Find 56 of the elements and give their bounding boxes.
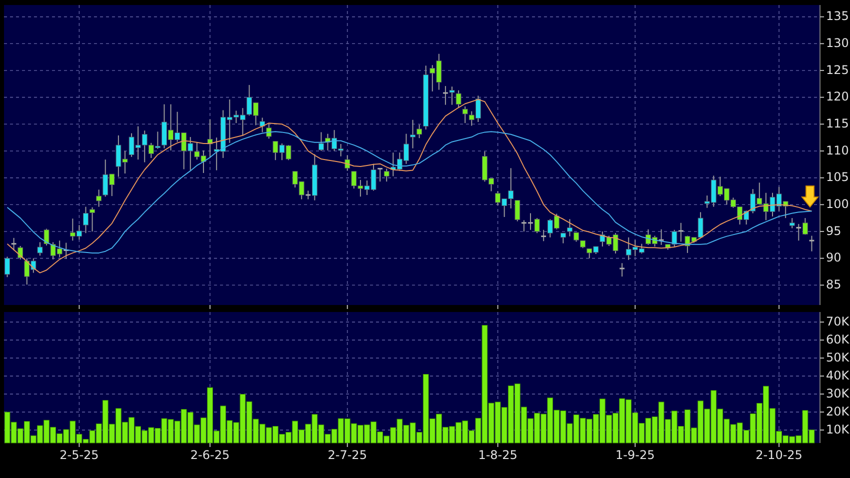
x-tick-label: 2-6-25: [190, 448, 230, 462]
x-tick-label: 1-9-25: [616, 448, 655, 462]
candlestick: [10, 237, 18, 251]
candlestick: [266, 124, 272, 140]
candlestick: [456, 90, 462, 109]
y-tick-label: 110: [826, 143, 849, 158]
y-tick-label: 50K: [826, 350, 850, 364]
y-tick-label: 60K: [826, 332, 850, 346]
candlestick: [442, 86, 449, 106]
candlestick: [789, 218, 795, 229]
candlestick: [449, 86, 455, 106]
candlestick: [618, 262, 626, 278]
candlestick: [560, 232, 566, 244]
candlestick: [795, 223, 802, 242]
candlestick: [376, 168, 384, 182]
x-tick-label: 2-10-25: [756, 448, 802, 462]
candlestick: [344, 154, 350, 172]
y-tick-label: 70K: [826, 314, 850, 328]
y-tick-label: 105: [826, 170, 849, 184]
candlestick: [567, 218, 572, 237]
y-tick-label: 10K: [826, 422, 850, 436]
candlestick: [514, 200, 520, 222]
candlestick: [4, 256, 10, 278]
candlestick: [802, 218, 808, 236]
y-tick-label: 40K: [826, 368, 850, 382]
y-tick-label: 85: [826, 277, 842, 292]
candlestick: [384, 168, 390, 182]
candlestick: [83, 206, 88, 234]
candlestick: [90, 206, 95, 232]
x-tick-label: 1-8-25: [478, 448, 518, 462]
candlestick: [678, 222, 684, 242]
candlestick: [207, 118, 213, 158]
candlestick: [540, 229, 547, 242]
candlestick: [462, 106, 468, 124]
y-tick-label: 95: [826, 224, 842, 238]
y-tick-label: 135: [826, 9, 849, 24]
candlestick: [37, 242, 43, 256]
y-tick-label: 30K: [826, 386, 850, 400]
candlestick: [410, 119, 416, 149]
y-tick-label: 20K: [826, 404, 850, 418]
y-tick-label: 115: [826, 116, 849, 130]
candlestick: [574, 232, 579, 242]
candlestick: [318, 132, 324, 152]
x-tick-label: 2-5-25: [60, 448, 99, 462]
y-tick-label: 130: [826, 36, 849, 50]
candlestick: [96, 189, 102, 208]
y-tick-label: 120: [826, 90, 849, 104]
x-tick-label: 2-7-25: [328, 448, 367, 462]
y-tick-label: 125: [826, 62, 849, 77]
y-tick-label: 90: [826, 250, 842, 265]
candlestick: [416, 124, 422, 139]
candlestick: [808, 235, 815, 252]
candlestick: [44, 228, 50, 246]
y-tick-label: 100: [826, 196, 849, 211]
candlestick: [534, 218, 540, 234]
candlestick: [260, 117, 266, 133]
